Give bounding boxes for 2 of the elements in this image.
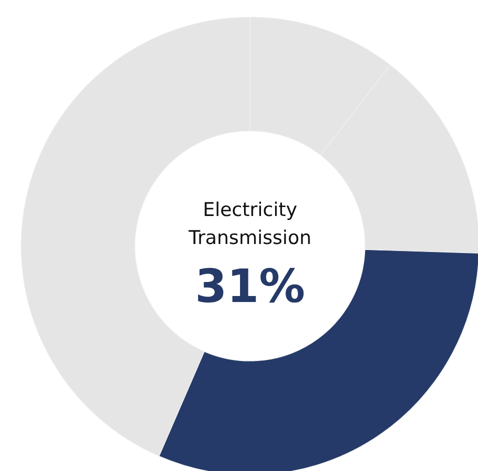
data-label: 31%	[194, 259, 306, 313]
slice-label: Electricity Transmission	[188, 199, 312, 249]
